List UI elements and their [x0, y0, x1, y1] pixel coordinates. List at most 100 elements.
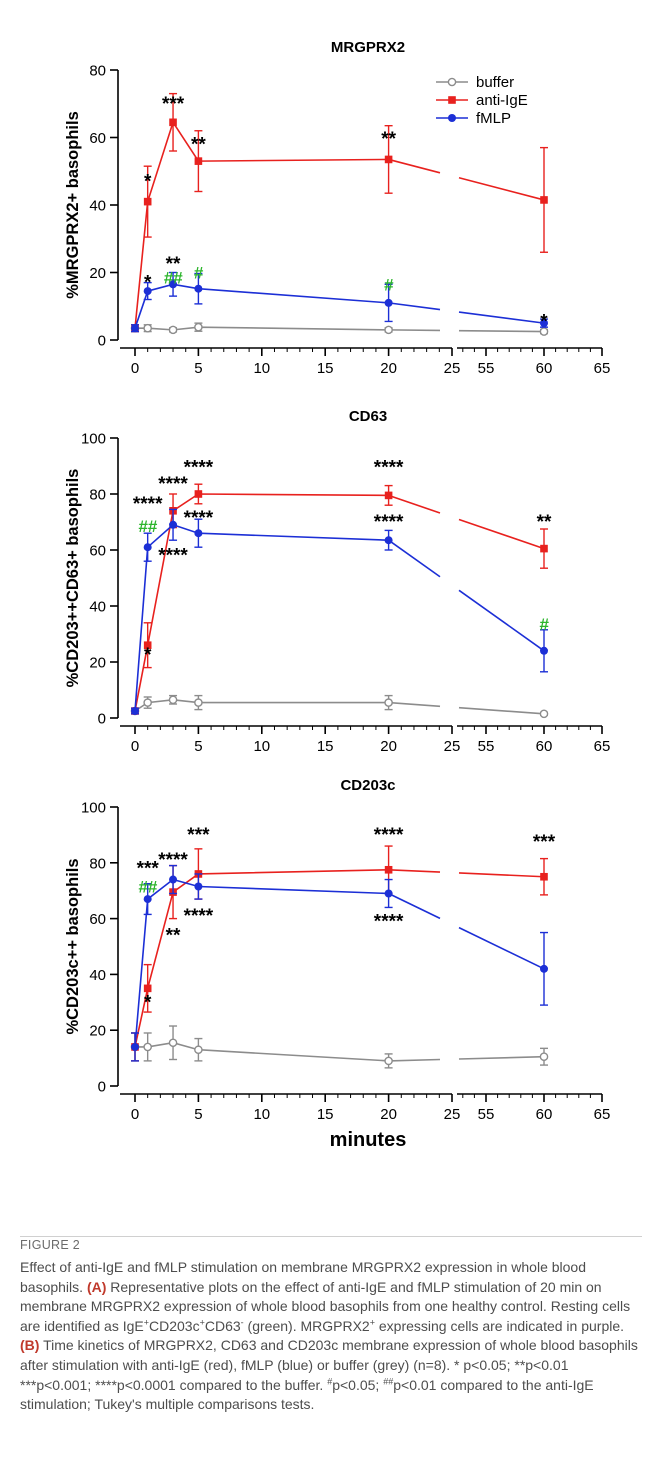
x-tick-label: 0 [131, 738, 139, 755]
data-point [169, 875, 178, 884]
significance-label: ** [191, 134, 206, 155]
significance-label: * [540, 311, 548, 332]
data-point [540, 196, 548, 204]
series-line [388, 494, 441, 514]
data-point [384, 325, 393, 335]
data-point [143, 543, 152, 552]
data-point [384, 1056, 393, 1066]
significance-label: * [144, 273, 152, 294]
significance-label: **** [374, 512, 404, 533]
chart-title: MRGPRX2 [331, 39, 405, 56]
x-tick-label: 55 [478, 738, 495, 755]
significance-label: ** [166, 254, 181, 275]
series-fmlp [131, 271, 548, 333]
x-tick-label: 65 [594, 360, 611, 377]
data-point [143, 984, 152, 993]
chart-panel-cd203c: CD203c 0 20 40 60 80 100 %CD203c++ basophils 0 5 1… [64, 777, 610, 1151]
x-tick-label: 10 [253, 360, 270, 377]
y-tick-label: 40 [89, 198, 106, 215]
data-point [384, 155, 393, 164]
significance-label: *** [187, 825, 210, 846]
data-point [539, 327, 549, 336]
series-line [458, 329, 545, 333]
y-tick-label: 20 [89, 1023, 106, 1040]
x-tick-label: 60 [536, 738, 553, 755]
series-line [458, 518, 545, 550]
x-tick-label: 5 [194, 360, 202, 377]
y-tick-label: 60 [89, 543, 106, 560]
x-tick-label: 5 [194, 738, 202, 755]
x-tick-label: 20 [380, 360, 397, 377]
series-line [458, 311, 545, 324]
x-tick-label: 25 [444, 738, 461, 755]
significance-label: **** [184, 508, 214, 529]
series-line [458, 926, 545, 970]
series-line [388, 701, 441, 708]
caption-text: Effect of anti-IgE and fMLP stimulation … [20, 1259, 638, 1413]
data-point [384, 865, 393, 874]
x-tick-label: 15 [317, 738, 334, 755]
series-line [458, 589, 545, 652]
x-tick-label: 10 [253, 1106, 270, 1123]
data-point [194, 529, 203, 538]
y-tick-label: 20 [89, 655, 106, 672]
y-tick-label: 0 [98, 333, 106, 350]
figure-charts: MRGPRX2 0 20 40 60 80 %MRGPRX2+ basophils 0 5 10 1… [64, 39, 611, 1151]
series-buffer [130, 322, 549, 336]
significance-label: **** [133, 494, 163, 515]
caption-divider [20, 1236, 642, 1237]
series-buffer [130, 1025, 549, 1069]
data-point [143, 895, 152, 904]
series-line [134, 120, 389, 329]
x-tick-label: 25 [444, 1106, 461, 1123]
series-line [388, 868, 441, 873]
data-point [194, 698, 203, 707]
y-tick-label: 40 [89, 599, 106, 616]
series-line [458, 872, 545, 878]
series-line [458, 706, 545, 715]
y-tick-label: 60 [89, 130, 106, 147]
significance-label: * [144, 992, 152, 1013]
chart-panel-cd63: CD63 0 20 40 60 80 100 %CD203++CD63+ basophils 0… [64, 408, 610, 755]
significance-label: **** [184, 457, 214, 478]
significance-label: **** [158, 546, 188, 567]
data-point [168, 325, 178, 335]
x-axis-label: minutes [330, 1129, 407, 1151]
significance-label: ## [138, 878, 157, 897]
x-tick-label: 5 [194, 1106, 202, 1123]
significance-label: **** [184, 906, 214, 927]
y-tick-label: 20 [89, 265, 106, 282]
series-anti-ige [131, 92, 548, 333]
data-point [169, 520, 178, 529]
y-tick-label: 60 [89, 911, 106, 928]
x-tick-label: 20 [380, 1106, 397, 1123]
data-point [194, 882, 203, 891]
data-point [143, 698, 152, 707]
figure-label: FIGURE 2 [20, 1238, 81, 1252]
data-point [168, 695, 178, 705]
x-tick-label: 10 [253, 738, 270, 755]
x-tick-label: 20 [380, 738, 397, 755]
y-axis-label: %CD203c++ basophils [64, 858, 82, 1034]
data-point [384, 491, 393, 500]
x-tick-label: 65 [594, 1106, 611, 1123]
data-point [540, 964, 548, 973]
data-point [143, 287, 152, 296]
series-anti-ige [131, 845, 548, 1062]
significance-label: ** [537, 512, 552, 533]
y-tick-label: 0 [98, 1079, 106, 1096]
series-line [458, 1055, 545, 1060]
x-tick-label: 0 [131, 360, 139, 377]
data-point [540, 646, 548, 655]
series-buffer [130, 694, 549, 719]
y-axis-label: %MRGPRX2+ basophils [64, 111, 82, 299]
data-point [194, 157, 203, 165]
y-tick-label: 100 [81, 800, 106, 817]
figure-caption: FIGURE 2 Effect of anti-IgE and fMLP sti… [0, 1236, 662, 1415]
series-line [388, 302, 441, 311]
series-line [388, 158, 441, 174]
significance-label: * [144, 171, 152, 192]
significance-label: *** [137, 858, 160, 879]
data-point [384, 536, 393, 545]
